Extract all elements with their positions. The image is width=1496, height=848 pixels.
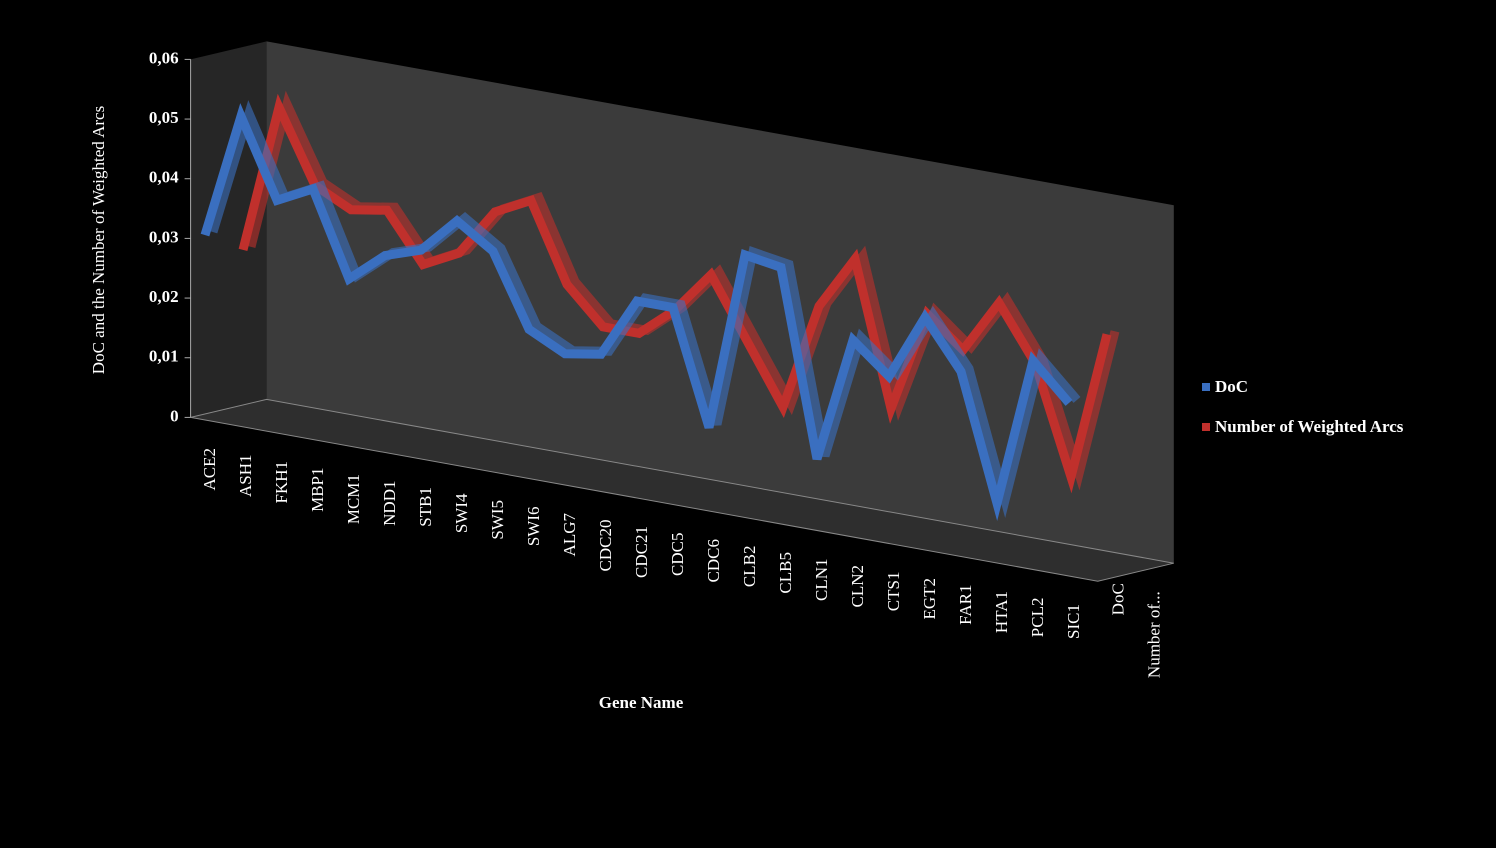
x-tick-label: ALG7 — [560, 513, 579, 557]
x-tick-label: FAR1 — [956, 585, 975, 625]
y-axis-title: DoC and the Number of Weighted Arcs — [89, 106, 108, 374]
x-tick-label: ASH1 — [236, 455, 255, 498]
x-tick-label: SWI6 — [524, 507, 543, 547]
x-axis-title: Gene Name — [599, 693, 684, 712]
x-tick-label: NDD1 — [380, 481, 399, 526]
x-tick-label: FKH1 — [272, 461, 291, 504]
y-tick-label: 0,06 — [149, 48, 179, 67]
x-tick-label: CDC6 — [704, 539, 723, 582]
floor — [190, 398, 1174, 582]
series-line — [200, 103, 1073, 522]
y-tick-label: 0,02 — [149, 287, 179, 306]
x-tick-label: MCM1 — [344, 474, 363, 524]
x-tick-label: EGT2 — [920, 578, 939, 620]
legend-label: DoC — [1215, 377, 1248, 396]
x-tick-label: SWI4 — [452, 493, 471, 533]
legend-swatch — [1202, 383, 1210, 391]
legend-swatch — [1202, 423, 1210, 431]
y-tick-label: 0,01 — [149, 347, 179, 366]
x-tick-label: HTA1 — [992, 591, 1011, 633]
x-tick-label: CDC5 — [668, 533, 687, 576]
x-tick-label: ACE2 — [200, 448, 219, 491]
x-tick-label: CLN2 — [848, 565, 867, 608]
x-tick-label: STB1 — [416, 487, 435, 527]
x-tick-label: MBP1 — [308, 468, 327, 512]
y-tick-label: 0 — [170, 406, 179, 425]
x-tick-label: CLB5 — [776, 552, 795, 594]
x-tick-label: CLN1 — [812, 559, 831, 602]
x-tick-label: CLB2 — [740, 546, 759, 588]
y-tick-label: 0,05 — [149, 108, 179, 127]
x-tick-label: CDC21 — [632, 526, 651, 578]
x-tick-label: SIC1 — [1064, 604, 1083, 639]
x-tick-label: CDC20 — [596, 520, 615, 572]
back-wall — [266, 41, 1174, 564]
y-tick-label: 0,04 — [149, 168, 179, 187]
x-tick-label: PCL2 — [1028, 598, 1047, 638]
y-tick-label: 0,03 — [149, 227, 179, 246]
x-tick-label: SWI5 — [488, 500, 507, 540]
depth-label: Number of... — [1145, 591, 1164, 678]
x-tick-label: CTS1 — [884, 572, 903, 612]
depth-label: DoC — [1109, 583, 1128, 615]
legend-label: Number of Weighted Arcs — [1215, 417, 1404, 436]
